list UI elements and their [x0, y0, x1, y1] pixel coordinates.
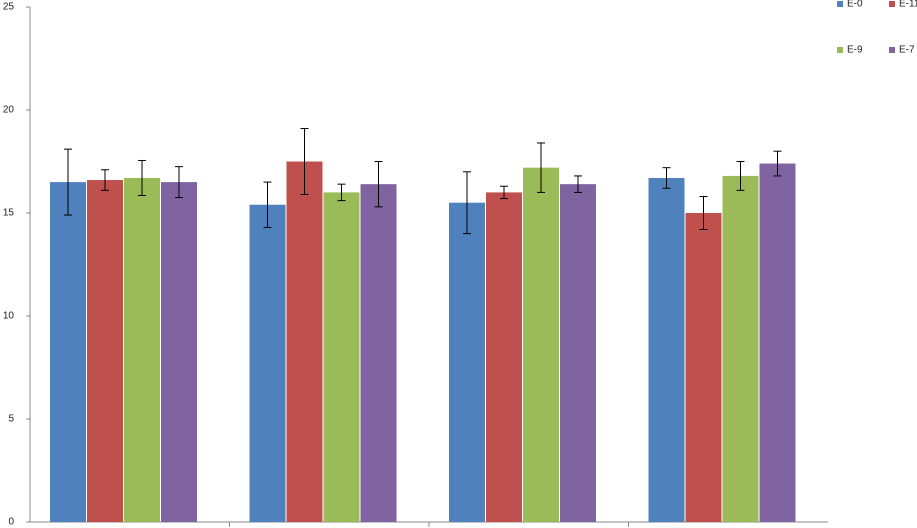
error-bar	[736, 161, 745, 191]
y-tick-label: 10	[3, 311, 15, 322]
error-bar	[662, 167, 671, 189]
bar	[124, 177, 160, 523]
error-bar	[175, 166, 183, 199]
bar	[161, 182, 197, 522]
error-bar	[537, 142, 545, 193]
error-bar	[500, 185, 508, 200]
y-tick-label: 20	[3, 105, 15, 116]
legend-label: E-9	[847, 45, 863, 56]
error-bar	[374, 161, 383, 208]
error-bar	[773, 150, 782, 177]
bar	[87, 180, 123, 523]
legend-label: E-11	[899, 0, 917, 10]
error-bar	[699, 196, 708, 230]
legend-label: E-0	[847, 0, 863, 10]
bar	[249, 204, 286, 522]
bar	[286, 161, 323, 522]
bar	[50, 182, 86, 522]
error-bar	[101, 169, 109, 191]
legend-swatch	[837, 1, 843, 7]
bar	[560, 184, 596, 522]
bar	[449, 202, 485, 522]
legend-swatch	[889, 47, 895, 53]
y-tick-label: 15	[3, 208, 15, 219]
bar	[685, 213, 722, 522]
y-tick-label: 0	[8, 517, 14, 528]
error-bar	[138, 159, 146, 196]
error-bar	[337, 183, 346, 202]
error-bar	[263, 181, 272, 228]
bar	[360, 184, 397, 522]
legend-swatch	[889, 1, 895, 7]
bar	[486, 192, 522, 522]
bar	[722, 175, 759, 523]
error-bar	[463, 171, 471, 235]
bar	[759, 163, 796, 522]
y-tick-label: 5	[8, 414, 14, 425]
error-bar	[64, 148, 72, 216]
error-bar	[574, 175, 582, 193]
y-tick-label: 25	[3, 2, 15, 13]
error-bar	[300, 128, 309, 195]
legend-swatch	[837, 47, 843, 53]
bar	[648, 177, 685, 523]
bar	[323, 192, 360, 522]
bar	[523, 167, 559, 522]
legend-label: E-7	[899, 45, 915, 56]
